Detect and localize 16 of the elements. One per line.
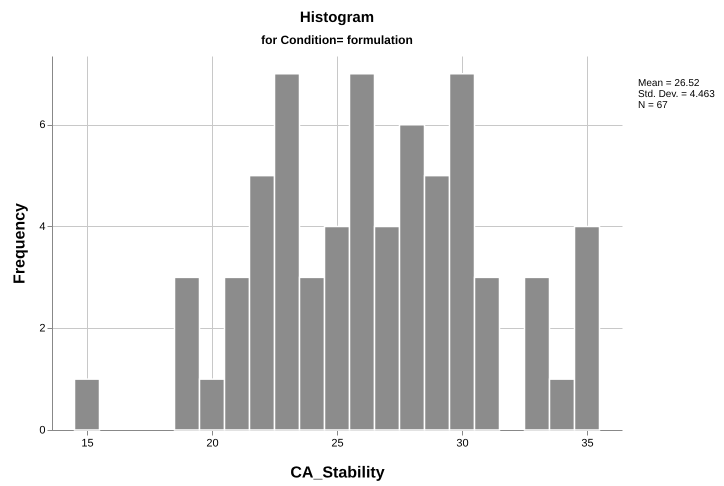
- x-tick-label: 15: [81, 438, 94, 450]
- y-tick-label: 0: [39, 424, 46, 436]
- x-axis-title: CA_Stability: [290, 464, 385, 482]
- text: Mean = 26.52: [638, 78, 700, 89]
- x-tick-label: 30: [456, 438, 469, 450]
- x-tick-label: 25: [331, 438, 344, 450]
- text: Std. Dev. = 4.463: [638, 89, 715, 100]
- chart-title: Histogram: [300, 9, 374, 26]
- y-tick-label: 4: [39, 220, 46, 233]
- y-tick-label: 2: [39, 322, 46, 335]
- chart-subtitle: for Condition= formulation: [261, 33, 413, 47]
- y-tick-label: 6: [39, 119, 46, 132]
- x-tick-label: 35: [581, 438, 594, 450]
- y-axis-title: Frequency: [11, 202, 28, 284]
- x-tick-label: 20: [206, 438, 219, 450]
- text: N = 67: [638, 100, 669, 111]
